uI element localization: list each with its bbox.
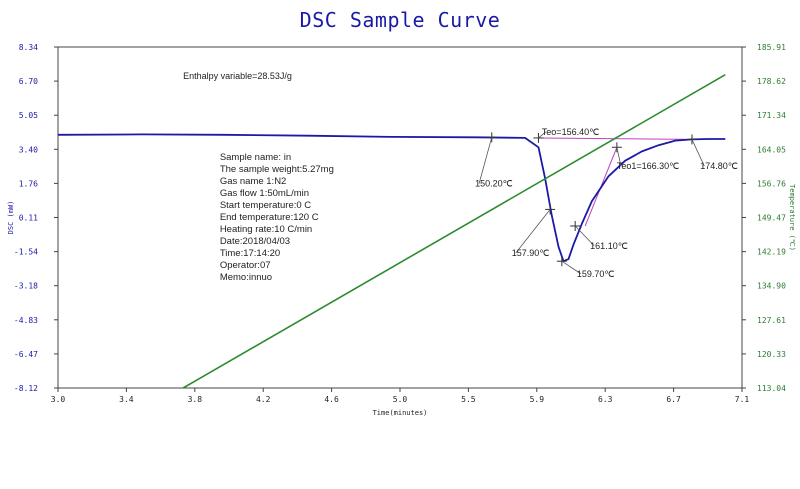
y2-tick-label: 164.05: [757, 145, 786, 154]
y2-tick-label: 178.62: [757, 77, 786, 86]
annotation-leader: [691, 139, 705, 167]
x-tick-label: 5.0: [393, 395, 408, 404]
y-tick-label: 6.70: [19, 77, 38, 86]
series-dsc-line: [57, 133, 726, 263]
y-tick-label: -6.47: [14, 350, 38, 359]
annotation-label: Enthalpy variable=28.53J/g: [183, 71, 292, 81]
y-tick-label: 3.40: [19, 145, 38, 154]
x-tick-label: 5.5: [461, 395, 476, 404]
y2-tick-label: 185.91: [757, 43, 786, 52]
x-tick-label: 7.1: [735, 395, 750, 404]
y2-tick-label: 156.76: [757, 179, 786, 188]
x-tick-label: 6.7: [666, 395, 681, 404]
y-tick-label: -3.18: [14, 282, 38, 291]
sample-info-line: Gas flow 1:50mL/min: [220, 188, 309, 199]
annotation-leader: [561, 260, 582, 275]
y-tick-label: 5.05: [19, 111, 38, 120]
annotation-label: 150.20℃: [475, 179, 513, 189]
x-tick-label: 4.2: [256, 395, 271, 404]
y-tick-label: 1.76: [19, 179, 38, 188]
annotation-leader: [574, 225, 595, 247]
y2-tick-label: 142.19: [757, 248, 786, 257]
chart-title: DSC Sample Curve: [299, 8, 501, 32]
annotation-label: 161.10℃: [590, 241, 628, 251]
y2-axis-label: Temperature (℃): [788, 184, 796, 251]
sample-info-line: Sample name: in: [220, 152, 291, 163]
y2-tick-label: 171.34: [757, 111, 786, 120]
y2-tick-label: 134.90: [757, 282, 786, 291]
y-tick-label: -4.83: [14, 316, 38, 325]
annotation-label: Teo1=166.30℃: [617, 161, 679, 171]
y-tick-label: -1.54: [14, 248, 38, 257]
y2-tick-label: 113.04: [757, 384, 786, 393]
sample-info-line: Start temperature:0 C: [220, 200, 311, 211]
annotation-leader: [538, 131, 547, 139]
x-tick-label: 3.0: [51, 395, 66, 404]
x-tick-label: 3.4: [119, 395, 134, 404]
y-tick-label: -8.12: [14, 384, 38, 393]
y-tick-label: 8.34: [19, 43, 38, 52]
annotation-label: 174.80℃: [700, 161, 738, 171]
y-axis-label: DSC (mW): [7, 201, 15, 235]
series-temperature-line: [182, 74, 726, 389]
annotation-leader: [478, 137, 493, 184]
x-tick-label: 4.6: [324, 395, 339, 404]
sample-info-line: End temperature:120 C: [220, 212, 319, 223]
sample-info-line: Gas name 1:N2: [220, 176, 287, 187]
annotation-label: Teo=156.40℃: [542, 127, 599, 137]
y2-tick-label: 120.33: [757, 350, 786, 359]
sample-info-line: Operator:07: [220, 260, 271, 271]
sample-info-line: The sample weight:5.27mg: [220, 164, 334, 175]
x-tick-label: 5.9: [530, 395, 545, 404]
annotation-label: 159.70℃: [577, 269, 615, 279]
x-tick-label: 3.8: [188, 395, 203, 404]
sample-info-line: Time:17:14:20: [220, 248, 280, 259]
y2-tick-label: 149.47: [757, 214, 786, 223]
y-tick-label: 0.11: [19, 214, 38, 223]
sample-info-line: Heating rate:10 C/min: [220, 224, 312, 235]
sample-info-line: Memo:innuo: [220, 272, 272, 283]
x-axis-label: Time(minutes): [373, 409, 428, 417]
annotation-label: 157.90℃: [512, 248, 550, 258]
y2-tick-label: 127.61: [757, 316, 786, 325]
annotation-leader: [515, 209, 551, 254]
annotation-leader: [616, 147, 622, 167]
x-tick-label: 6.3: [598, 395, 613, 404]
sample-info-line: Date:2018/04/03: [220, 236, 290, 247]
